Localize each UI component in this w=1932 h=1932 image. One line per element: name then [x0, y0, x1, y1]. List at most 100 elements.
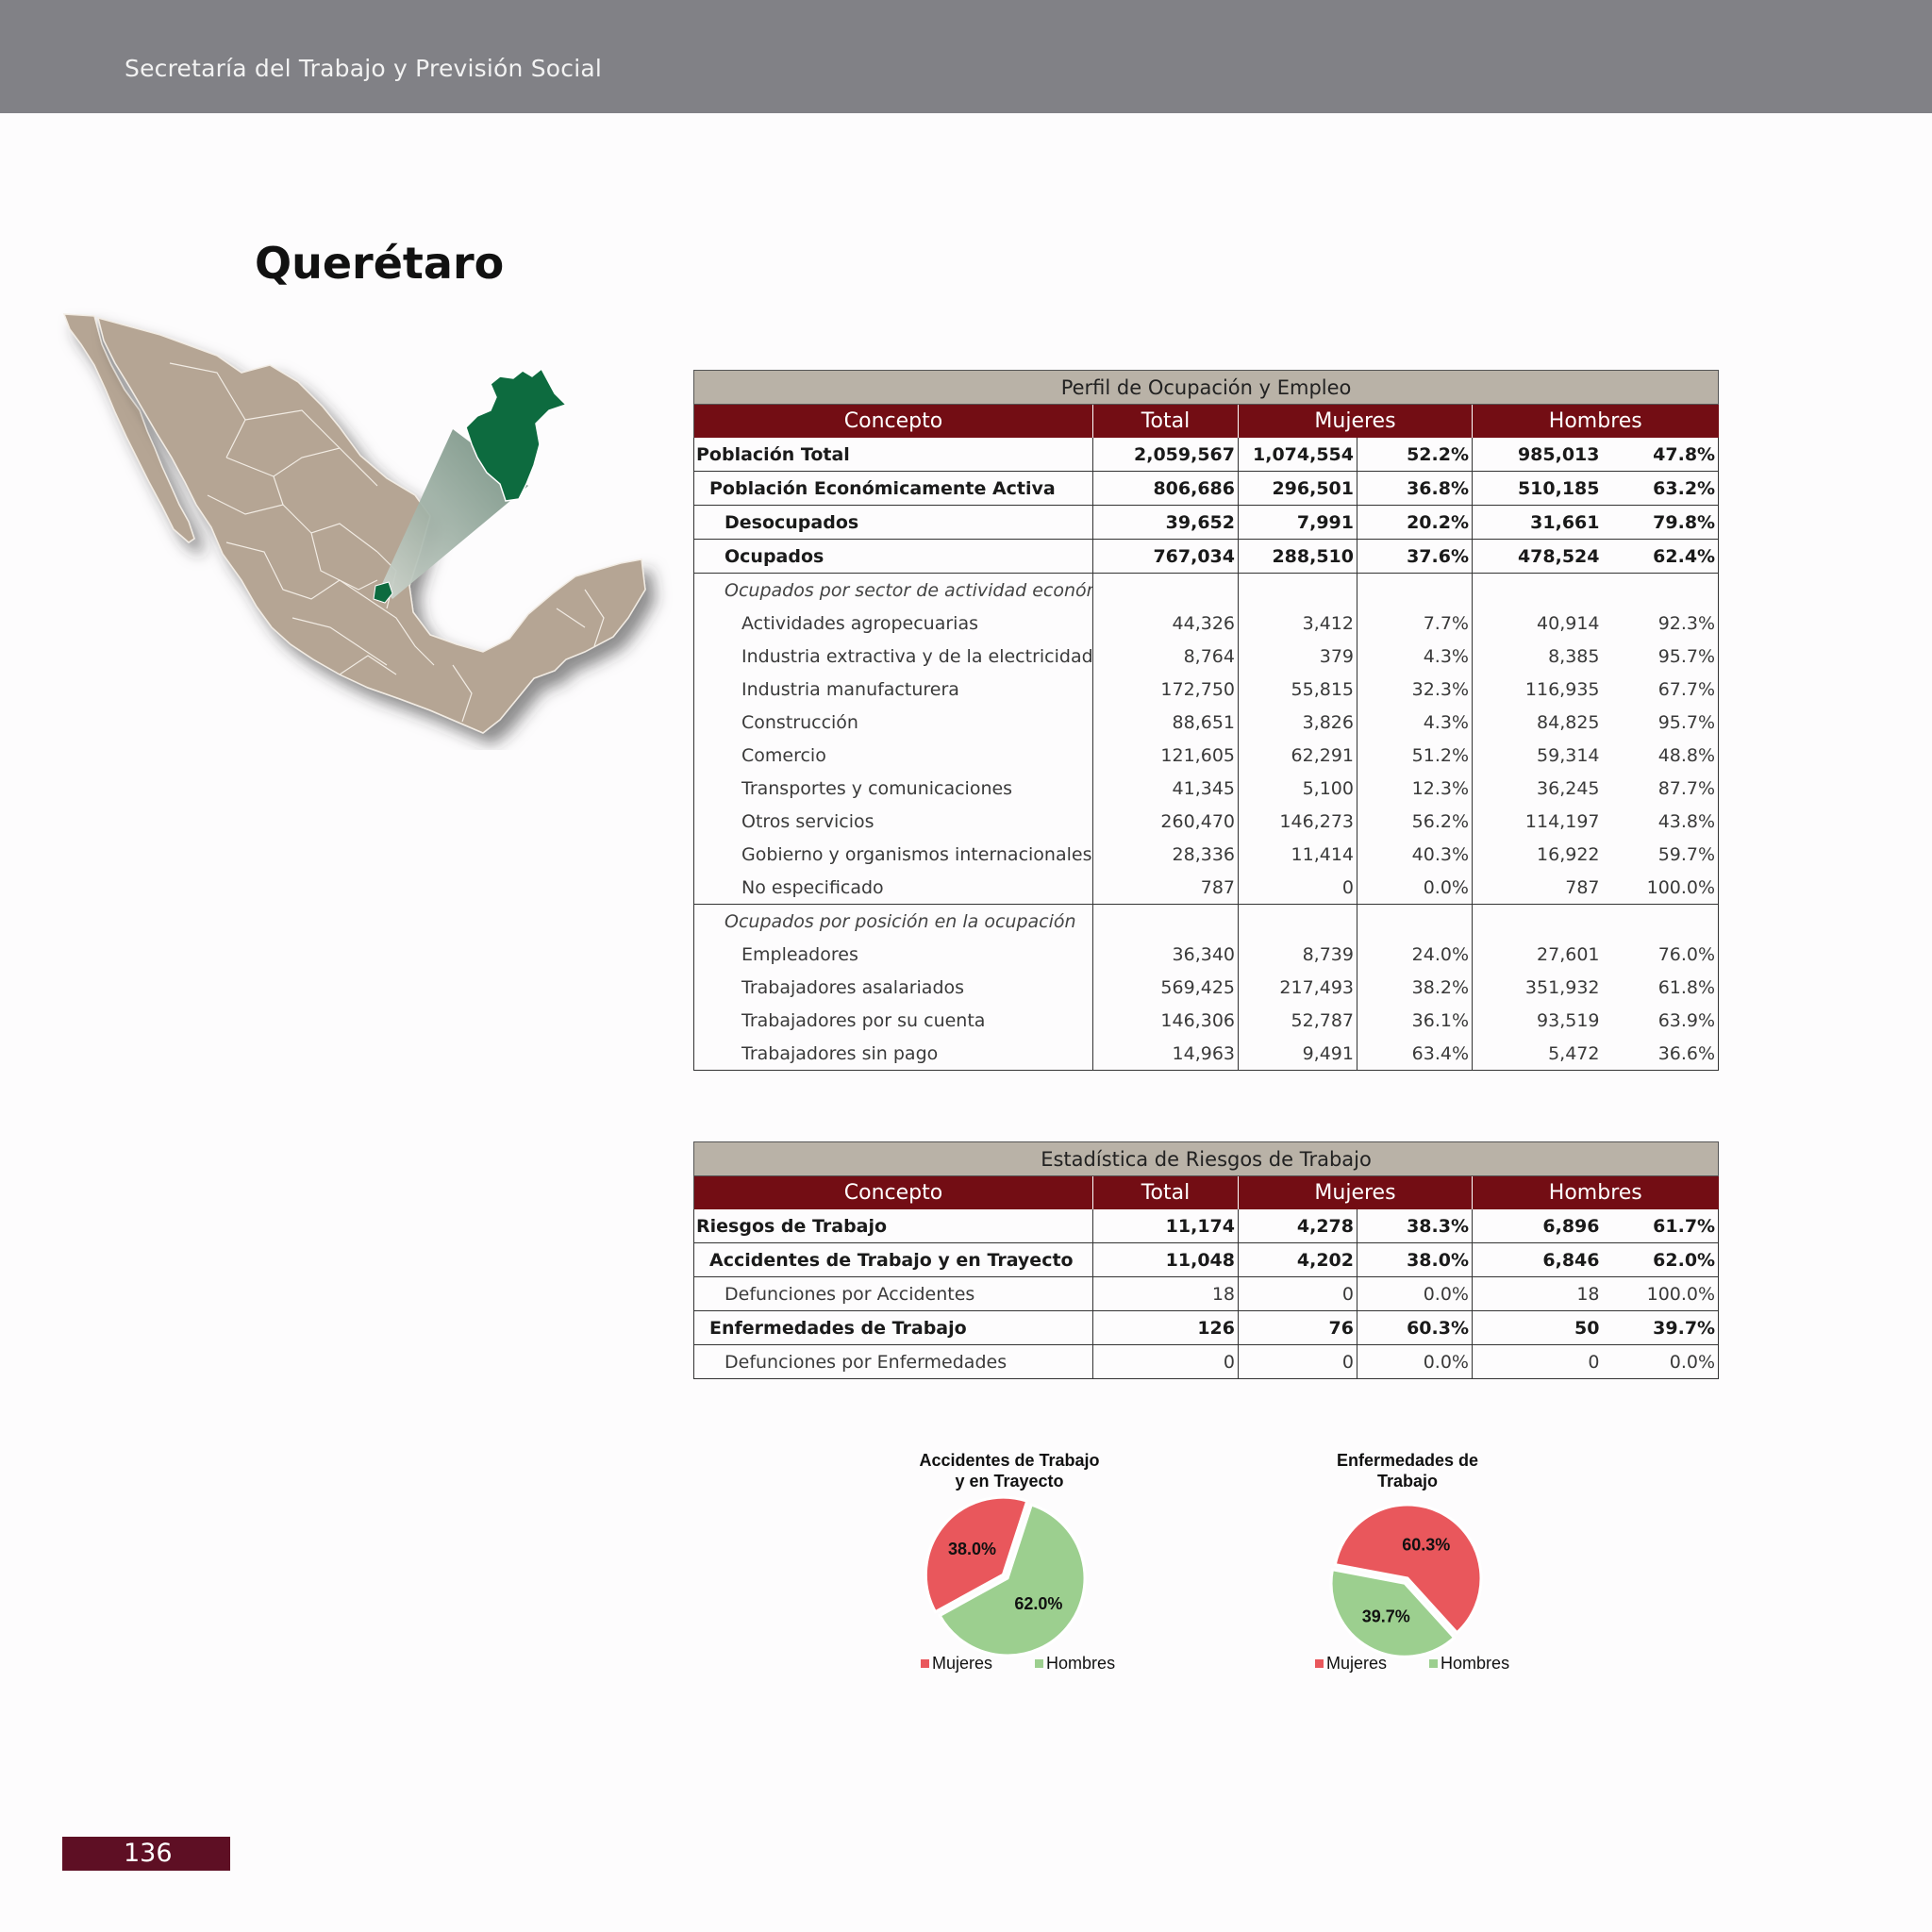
table-cell: 52.2%: [1357, 438, 1473, 472]
table-row: Actividades agropecuarias 44,326 3,412 7.7%…: [693, 607, 1720, 640]
table-cell: 39.7%: [1602, 1310, 1720, 1345]
table-cell: 4.3%: [1357, 706, 1473, 739]
row-label: Transportes y comunicaciones: [693, 772, 1093, 805]
table-cell: 5,472: [1472, 1037, 1603, 1071]
pie-title-line: y en Trayecto: [955, 1472, 1064, 1491]
row-label: Trabajadores por su cuenta: [693, 1004, 1093, 1037]
table-cell: 51.2%: [1357, 739, 1473, 772]
table-cell: 8,739: [1238, 938, 1357, 971]
table-row: Construcción 88,651 3,826 4.3% 84,825 95.7%: [693, 706, 1720, 739]
perfil-ocupacion-table: Perfil de Ocupación y Empleo Concepto To…: [692, 370, 1720, 1071]
baja-california-shape: [62, 313, 195, 543]
table-cell: 11,048: [1092, 1242, 1239, 1277]
page-title: Querétaro: [255, 238, 505, 289]
column-header-hombres: Hombres: [1471, 404, 1719, 438]
table-cell: 787: [1472, 871, 1603, 905]
table-cell: 121,605: [1092, 739, 1239, 772]
table-row: Otros servicios 260,470 146,273 56.2% 114,19…: [693, 805, 1720, 838]
table-cell: 6,896: [1472, 1209, 1603, 1243]
table-cell: 8,764: [1092, 640, 1239, 673]
row-label: Enfermedades de Trabajo: [693, 1310, 1093, 1345]
row-label: Ocupados por posición en la ocupación: [693, 904, 1093, 938]
pie-title: Enfermedades de Trabajo: [1275, 1450, 1540, 1491]
table-cell: 806,686: [1092, 471, 1239, 506]
row-label: No especificado: [693, 871, 1093, 905]
table-cell: [1357, 904, 1473, 938]
pie-legend: Mujeres Hombres: [1315, 1654, 1547, 1674]
table-body: Población Total 2,059,567 1,074,554 52.2% 98…: [693, 438, 1720, 1071]
legend-item-hombres: Hombres: [1035, 1654, 1115, 1673]
legend-swatch: [1429, 1659, 1439, 1668]
table-cell: 61.8%: [1602, 971, 1720, 1004]
table-cell: 41,345: [1092, 772, 1239, 805]
table-cell: 7.7%: [1357, 607, 1473, 640]
column-header-hombres: Hombres: [1471, 1175, 1719, 1209]
table-cell: 40.3%: [1357, 838, 1473, 871]
row-label: Población Económicamente Activa: [693, 471, 1093, 506]
legend-swatch: [1035, 1659, 1044, 1668]
table-row: Trabajadores por su cuenta 146,306 52,787 3…: [693, 1004, 1720, 1037]
legend-swatch: [921, 1659, 929, 1668]
table-cell: 56.2%: [1357, 805, 1473, 838]
table-body: Riesgos de Trabajo 11,174 4,278 38.3% 6,896 6…: [693, 1209, 1720, 1379]
table-cell: 351,932: [1524, 976, 1600, 998]
table-cell: 0.0%: [1602, 1344, 1720, 1379]
column-header-concepto: Concepto: [693, 404, 1093, 438]
table-cell: 59,314: [1537, 744, 1600, 766]
table-cell: 38.2%: [1357, 971, 1473, 1004]
legend-label: Hombres: [1046, 1654, 1116, 1673]
row-label: Ocupados por sector de actividad económi…: [693, 573, 1093, 607]
table-cell: 1,074,554: [1238, 438, 1357, 472]
table-cell: 32.3%: [1357, 673, 1473, 706]
table-cell: 0.0%: [1357, 871, 1473, 905]
table-cell: 114,197: [1524, 810, 1600, 832]
table-cell: 59.7%: [1602, 838, 1720, 871]
row-label: Accidentes de Trabajo y en Trayecto: [693, 1242, 1093, 1277]
table-cell: 0: [1238, 1276, 1357, 1311]
pie-data-label: 60.3%: [1402, 1536, 1450, 1555]
table-cell: 37.6%: [1357, 539, 1473, 574]
pie-slice-hombres: [1329, 1568, 1457, 1658]
table-row: Población Total 2,059,567 1,074,554 52.2% 98…: [693, 438, 1720, 472]
table-cell: 296,501: [1238, 471, 1357, 506]
table-cell: 7,991: [1238, 505, 1357, 540]
legend-swatch: [1315, 1659, 1324, 1668]
table-row: Desocupados 39,652 7,991 20.2% 31,661 79.8%: [693, 505, 1720, 540]
page-number: 136: [124, 1839, 173, 1868]
table-cell: 12.3%: [1357, 772, 1473, 805]
table-cell: 43.8%: [1602, 805, 1720, 838]
page-number-box: [62, 1837, 230, 1871]
table-cell: 61.7%: [1602, 1209, 1720, 1243]
table-cell: 0.0%: [1357, 1344, 1473, 1379]
row-label: Industria extractiva y de la electricida…: [693, 640, 1093, 673]
table-row: No especificado 787 0 0.0% 787 100.0%: [693, 871, 1720, 905]
pie-data-label: 39.7%: [1362, 1607, 1410, 1626]
table-cell: 76.0%: [1602, 938, 1720, 971]
pie-slice-mujeres: [924, 1495, 1029, 1614]
table-row: Gobierno y organismos internacionales 28,…: [693, 838, 1720, 871]
table-cell: 79.8%: [1602, 505, 1720, 540]
table-cell: 87.7%: [1602, 772, 1720, 805]
table-cell: 510,185: [1472, 471, 1603, 506]
column-header-mujeres: Mujeres: [1238, 1175, 1473, 1209]
table-cell: 2,059,567: [1092, 438, 1239, 472]
table-cell: 767,034: [1092, 539, 1239, 574]
table-cell: 4,278: [1238, 1209, 1357, 1243]
table-row: Accidentes de Trabajo y en Trayecto 11,04…: [693, 1242, 1720, 1277]
table-row: Ocupados por sector de actividad económi…: [693, 573, 1720, 607]
table-cell: [1092, 573, 1239, 607]
table-cell: 100.0%: [1602, 871, 1720, 905]
table-cell: 478,524: [1472, 539, 1603, 574]
queretaro-enlarged-shape: [465, 367, 568, 502]
table-cell: 20.2%: [1357, 505, 1473, 540]
table-cell: 36.6%: [1602, 1037, 1720, 1071]
organization-name: Secretaría del Trabajo y Previsión Socia…: [125, 55, 603, 82]
column-header-total: Total: [1092, 1175, 1239, 1209]
table-cell: 9,491: [1238, 1037, 1357, 1071]
table-title: Perfil de Ocupación y Empleo: [692, 370, 1720, 405]
row-label: Actividades agropecuarias: [693, 607, 1093, 640]
table-cell: 18: [1092, 1276, 1239, 1311]
row-label: Ocupados: [693, 539, 1093, 574]
table-cell: [1473, 905, 1603, 939]
pie-svg: 60.3% 39.7%: [1329, 1503, 1483, 1658]
